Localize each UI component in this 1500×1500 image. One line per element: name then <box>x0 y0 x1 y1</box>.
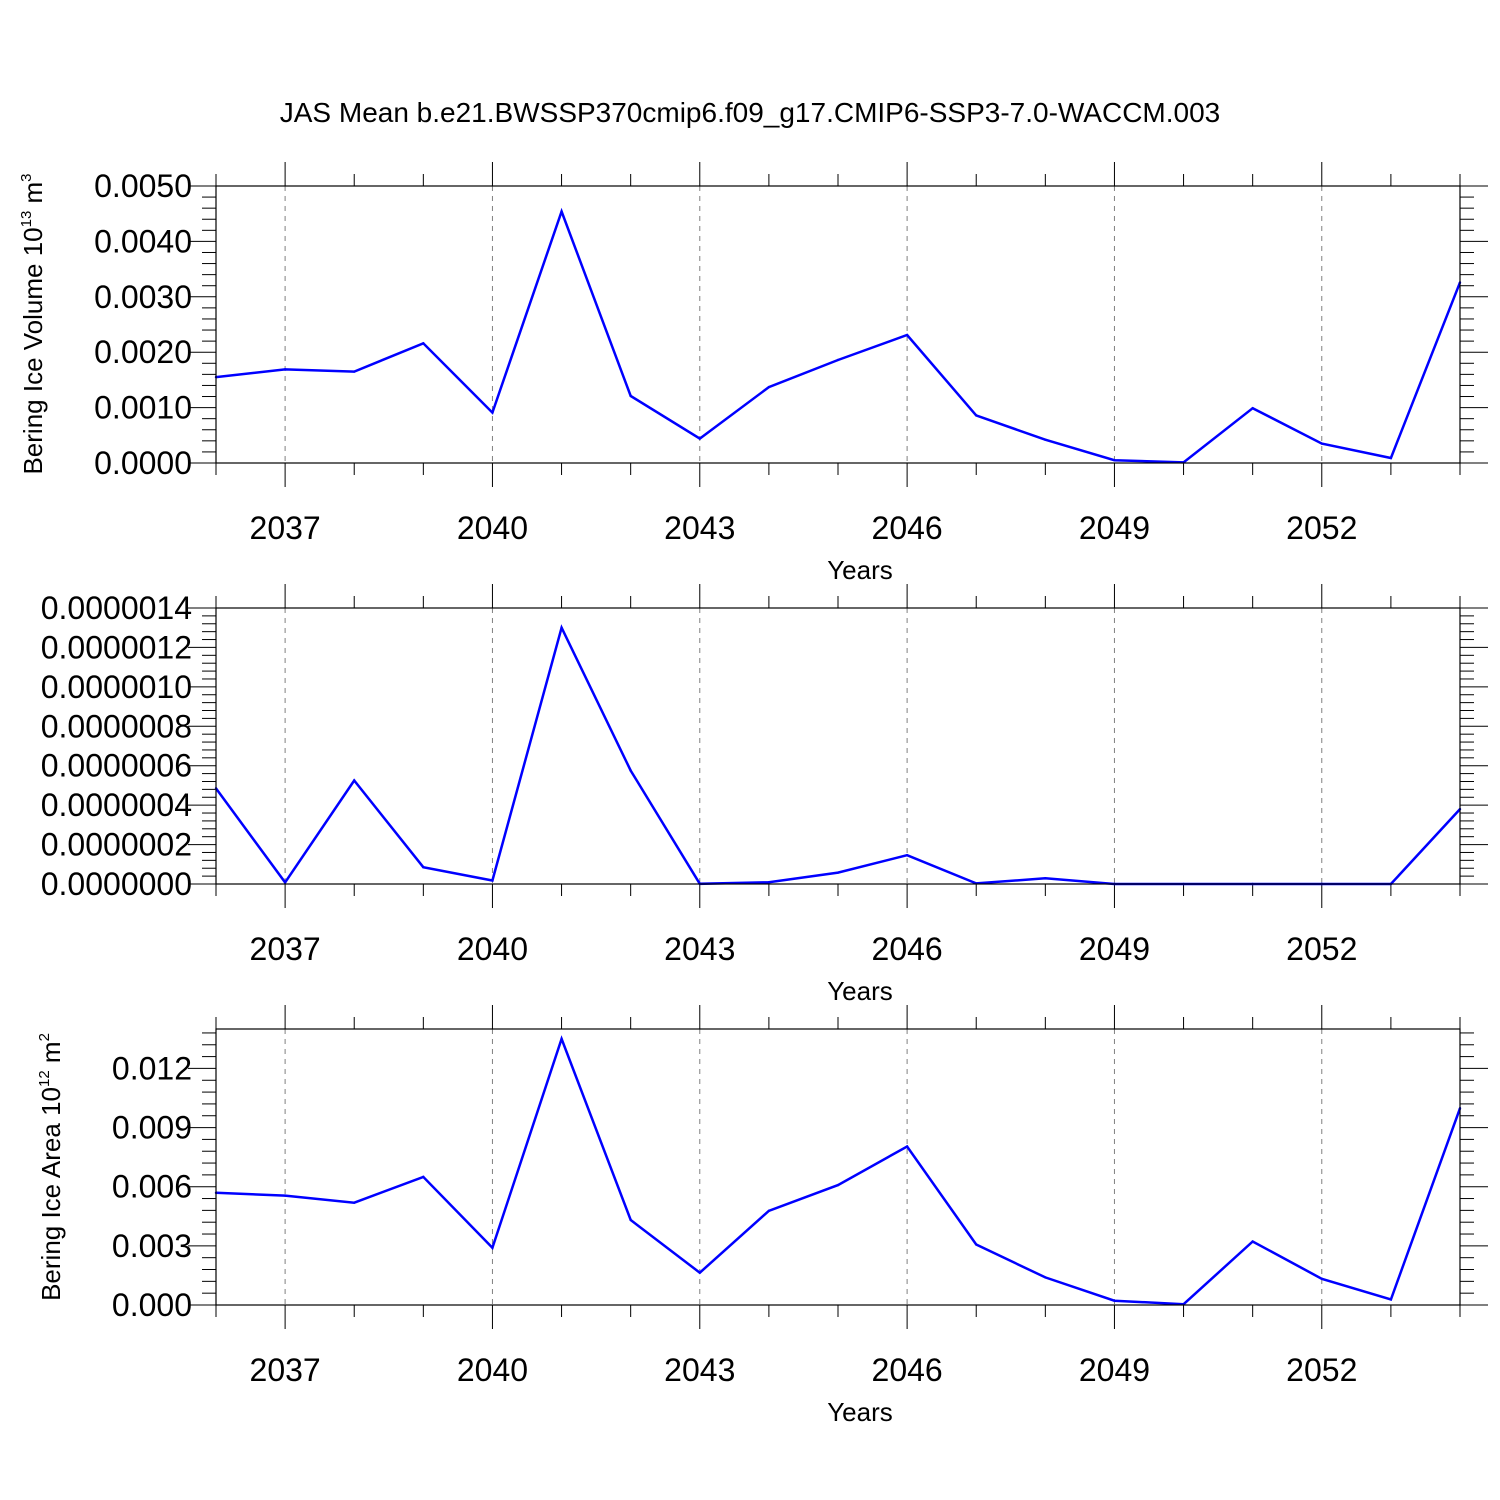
plot-frame <box>215 1028 1461 1306</box>
data-point <box>283 881 287 884</box>
figure-title: JAS Mean b.e21.BWSSP370cmip6.f09_g17.CMI… <box>280 97 1221 128</box>
y-axis-label: Bering Ice Area 1012 m2 <box>36 1033 66 1301</box>
data-point <box>1044 1276 1047 1279</box>
y-axis-label: Bering Ice Volume 1013 m3 <box>18 173 48 474</box>
x-tick-label: 2049 <box>1079 510 1150 546</box>
data-point <box>283 368 287 371</box>
data-point <box>905 854 909 857</box>
data-point <box>1113 1299 1116 1302</box>
x-tick-label: 2052 <box>1286 1352 1357 1388</box>
y-tick-label: 0.0000 <box>94 445 192 481</box>
data-point <box>629 1218 632 1222</box>
data-point <box>1044 877 1047 880</box>
data-point <box>1320 442 1323 445</box>
y-tick-label: 0.003 <box>112 1228 192 1264</box>
data-point <box>422 342 425 345</box>
y-tick-label: 0.0050 <box>94 168 192 204</box>
x-tick-label: 2046 <box>872 510 943 546</box>
data-point <box>560 1037 563 1041</box>
data-point <box>422 866 425 869</box>
x-tick-label: 2040 <box>457 931 528 967</box>
y-tick-label: 0.0000014 <box>41 590 192 626</box>
data-point <box>1389 1298 1393 1301</box>
plot-frame <box>215 607 1461 885</box>
data-point <box>629 394 632 398</box>
x-tick-label: 2043 <box>664 510 735 546</box>
chart-panel-3: 0.000 0.003 0.006 0.009 0.012 2037 2040 2043 204… <box>36 1005 1488 1427</box>
data-point <box>836 1183 840 1187</box>
x-tick-label: 2052 <box>1286 510 1357 546</box>
data-point <box>836 358 840 362</box>
data-point <box>698 1271 701 1274</box>
x-tick-label: 2040 <box>457 1352 528 1388</box>
y-tick-label: 0.0000006 <box>41 748 192 784</box>
y-tick-label: 0.0000008 <box>41 708 192 744</box>
y-tick-label: 0.0000012 <box>41 629 192 665</box>
y-tick-label: 0.0010 <box>94 390 192 426</box>
data-point <box>767 385 771 389</box>
y-tick-label: 0.0020 <box>94 334 192 370</box>
series-line <box>215 1035 1462 1306</box>
data-point <box>1389 456 1393 460</box>
x-tick-label: 2043 <box>664 931 735 967</box>
y-tick-label: 0.009 <box>112 1110 192 1146</box>
data-point <box>767 881 771 884</box>
data-point <box>491 1246 494 1250</box>
data-point <box>975 1243 978 1246</box>
y-tick-label: 0.0000000 <box>41 866 192 902</box>
data-point <box>1320 1277 1323 1280</box>
y-tick-label: 0.000 <box>112 1287 192 1323</box>
data-point <box>767 1209 771 1212</box>
data-point <box>905 333 909 337</box>
series-line <box>214 624 1461 886</box>
data-point <box>1044 438 1047 441</box>
x-tick-label: 2046 <box>872 1352 943 1388</box>
data-point <box>491 879 494 882</box>
x-tick-label: 2043 <box>664 1352 735 1388</box>
chart-panel-1: 0.0000 0.0010 0.0020 0.0030 0.0040 0.0050 2037… <box>18 162 1488 585</box>
data-point <box>422 1175 425 1179</box>
data-point <box>629 769 632 772</box>
x-tick-label: 2037 <box>250 510 321 546</box>
data-point <box>491 411 494 414</box>
data-point <box>1251 1240 1254 1243</box>
plot-frame <box>215 185 1461 464</box>
y-tick-label: 0.0000004 <box>41 787 192 823</box>
data-point <box>283 1194 287 1197</box>
data-point <box>975 414 978 417</box>
data-point <box>1251 406 1254 410</box>
y-tick-label: 0.006 <box>112 1169 192 1205</box>
data-point <box>1113 459 1116 462</box>
x-axis-label: Years <box>827 555 893 585</box>
x-tick-label: 2046 <box>872 931 943 967</box>
data-point <box>353 1201 356 1204</box>
y-tick-label: 0.0000010 <box>41 669 192 705</box>
x-tick-label: 2037 <box>250 931 321 967</box>
x-tick-label: 2037 <box>250 1352 321 1388</box>
x-tick-label: 2049 <box>1079 931 1150 967</box>
data-point <box>560 210 563 213</box>
y-tick-label: 0.0040 <box>94 223 192 259</box>
data-point <box>560 626 563 629</box>
x-tick-label: 2052 <box>1286 931 1357 967</box>
series-line <box>215 207 1462 464</box>
y-tick-label: 0.012 <box>112 1050 192 1086</box>
x-tick-label: 2040 <box>457 510 528 546</box>
y-tick-label: 0.0000002 <box>41 827 192 863</box>
data-point <box>698 437 701 440</box>
data-point <box>905 1145 909 1148</box>
x-tick-label: 2049 <box>1079 1352 1150 1388</box>
y-tick-label: 0.0030 <box>94 279 192 315</box>
data-point <box>353 370 356 373</box>
x-axis-label: Years <box>827 1397 893 1427</box>
x-axis-label: Years <box>827 976 893 1006</box>
data-point <box>353 779 356 782</box>
data-point <box>836 871 840 874</box>
